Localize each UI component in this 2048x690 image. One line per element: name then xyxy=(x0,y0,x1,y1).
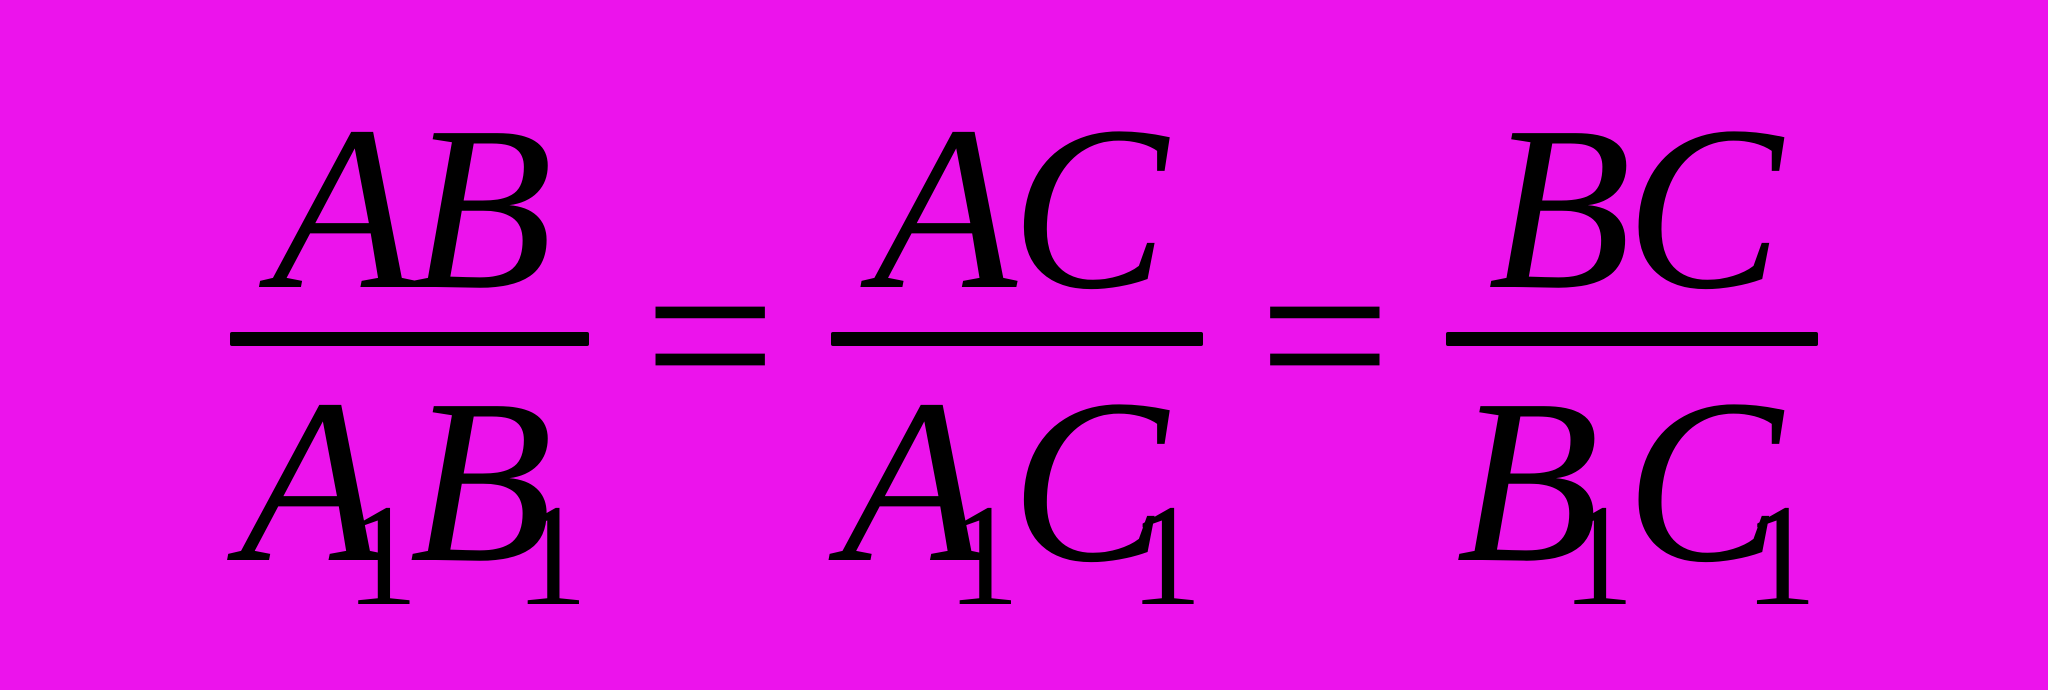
fraction-bar xyxy=(1446,332,1818,346)
fraction-bar xyxy=(230,332,589,346)
denominator-3: B1C1 xyxy=(1446,346,1818,599)
equals-sign: = xyxy=(1258,218,1391,453)
denominator-1: A1B1 xyxy=(230,346,589,599)
var-A: A xyxy=(272,91,410,326)
numerator-1: AB xyxy=(262,91,557,332)
numerator-3: BC xyxy=(1478,91,1786,332)
var-C: C xyxy=(1011,91,1162,326)
subscript: 1 xyxy=(515,474,582,636)
var-B: B xyxy=(409,91,547,326)
subscript: 1 xyxy=(947,474,1014,636)
fraction-bar xyxy=(831,332,1203,346)
var-C: C xyxy=(1625,91,1776,326)
var-B: B xyxy=(1488,91,1626,326)
subscript: 1 xyxy=(1744,474,1811,636)
equation: AB A1B1 = AC A1C1 = BC B1C1 xyxy=(190,91,1858,599)
equals-sign: = xyxy=(644,218,777,453)
numerator-2: AC xyxy=(863,91,1171,332)
fraction-3: BC B1C1 xyxy=(1446,91,1818,599)
subscript: 1 xyxy=(1562,474,1629,636)
fraction-2: AC A1C1 xyxy=(831,91,1203,599)
denominator-2: A1C1 xyxy=(831,346,1203,599)
var-A: A xyxy=(873,91,1011,326)
subscript: 1 xyxy=(345,474,412,636)
fraction-1: AB A1B1 xyxy=(230,91,589,599)
subscript: 1 xyxy=(1130,474,1197,636)
